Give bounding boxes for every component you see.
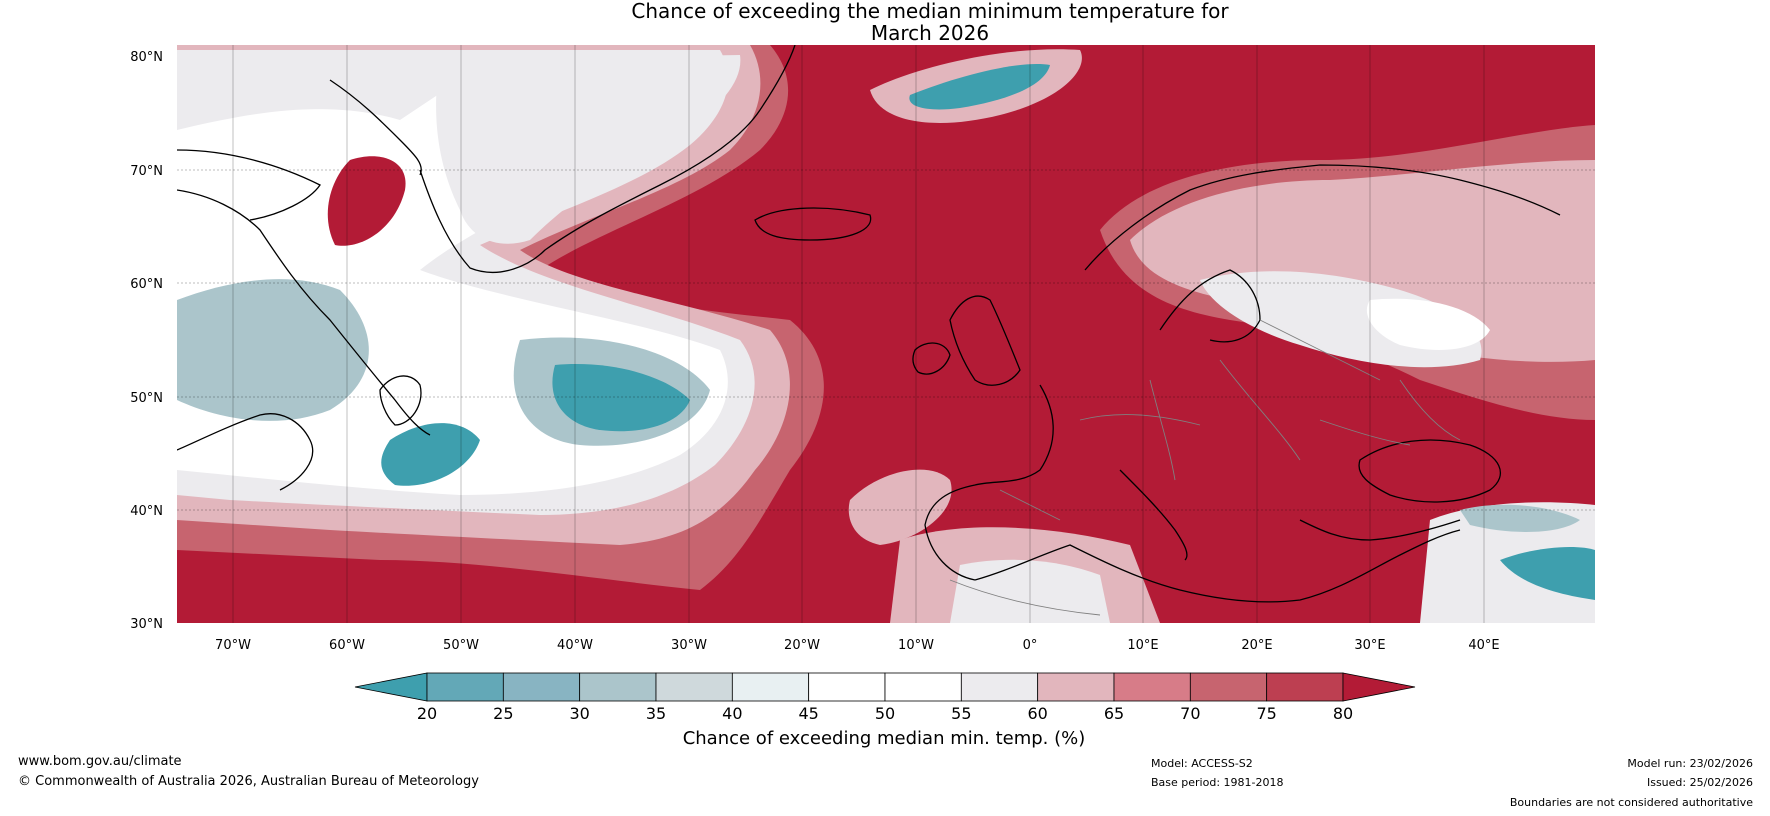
coast-greenland-west [329,79,422,176]
coast-newfoundland [379,375,422,426]
region-cold-middle-east [1500,547,1595,600]
colorbar-tick-label: 35 [646,704,666,723]
region-cool-caucasus [1460,504,1580,532]
colorbar-bin [1189,672,1268,702]
latitude-axis: 80°N 70°N 60°N 50°N 40°N 30°N [130,50,163,632]
lon-label-0: 0° [1023,638,1038,653]
coast-north-america-east [177,413,314,491]
map-panel [177,45,1595,623]
coast-british-isles [949,295,1021,386]
map-title-line-1: Chance of exceeding the median minimum t… [631,0,1229,23]
colorbar-tick-label: 65 [1104,704,1124,723]
lat-label-70n: 70°N [130,164,163,179]
lon-label-60w: 60°W [329,638,365,653]
footer-disclaimer: Boundaries are not considered authoritat… [1509,796,1753,809]
lat-label-80n: 80°N [130,50,163,65]
lat-label-40n: 40°N [130,504,163,519]
colorbar-tick-label: 30 [569,704,589,723]
footer-url: www.bom.gov.au/climate [18,754,182,769]
colorbar-label: Chance of exceeding median min. temp. (%… [682,728,1086,749]
colorbar-bin [655,672,733,702]
colorbar-tick-label: 20 [417,704,437,723]
colorbar-bin [1037,672,1115,702]
coast-greece-turkey [1299,519,1461,541]
colorbar-bin [1113,672,1191,702]
colorbar-bin [960,672,1039,702]
lon-label-50w: 50°W [443,638,479,653]
colorbar-bin [884,672,962,702]
region-mild-east [1130,160,1595,362]
lat-label-50n: 50°N [130,391,163,406]
coast-mediterranean [974,529,1461,603]
coast-italy [1119,469,1188,561]
colorbar-bin [502,672,581,702]
colorbar-tick-label: 45 [798,704,818,723]
borders [949,319,1461,616]
lon-label-40w: 40°W [557,638,593,653]
coastlines [177,45,1561,603]
region-white-russia [1366,298,1490,350]
coast-baffin [177,149,321,221]
footer-model: Model: ACCESS-S2 [1151,757,1253,770]
footer-issued: Issued: 25/02/2026 [1646,776,1753,789]
lon-label-30w: 30°W [671,638,707,653]
map-title-line-2: March 2026 [870,21,990,45]
graticule [177,45,1595,623]
region-svalbard-cold [909,64,1050,110]
lon-label-70w: 70°W [215,638,251,653]
colorbar-bin [808,672,886,702]
lat-label-30n: 30°N [130,617,163,632]
region-cool-labrador [177,279,369,421]
coast-baltic [1159,269,1261,343]
lon-label-30e: 30°E [1354,638,1385,653]
colorbar-extend-low [354,672,428,702]
coast-scandinavia [1084,164,1561,271]
lon-label-40e: 40°E [1468,638,1499,653]
lon-label-20e: 20°E [1241,638,1272,653]
longitude-axis: 70°W 60°W 50°W 40°W 30°W 20°W 10°W 0° 10… [215,638,1500,653]
coast-greenland [419,45,796,273]
colorbar-bin [579,672,657,702]
colorbar-bin [1266,672,1344,702]
lat-label-60n: 60°N [130,277,163,292]
colorbar-tick-label: 75 [1256,704,1276,723]
colorbar-tick-label: 25 [493,704,513,723]
region-hot-labrador-sea [327,156,406,246]
colorbar-tick-label: 80 [1333,704,1353,723]
coast-ireland [912,342,951,375]
colorbar-bin [731,672,810,702]
region-cold-newfoundland [381,423,480,486]
footer-model-run: Model run: 23/02/2026 [1627,757,1753,770]
region-greenland-neutral [436,55,741,244]
coast-iceland [754,207,872,241]
coast-europe-west [924,384,1054,581]
colorbar-tick-label: 70 [1180,704,1200,723]
footer-copyright: © Commonwealth of Australia 2026, Austra… [18,774,479,789]
lon-label-20w: 20°W [784,638,820,653]
colorbar-tick-label: 60 [1027,704,1047,723]
colorbar: 20 25 30 35 40 45 50 55 60 65 70 75 80 [354,672,1416,723]
colorbar-tick-label: 50 [875,704,895,723]
coast-black-sea [1358,439,1502,503]
lon-label-10w: 10°W [898,638,934,653]
coast-labrador [177,189,431,436]
lon-label-10e: 10°E [1127,638,1158,653]
colorbar-tick-label: 55 [951,704,971,723]
colorbar-tick-label: 40 [722,704,742,723]
colorbar-bin [426,672,504,702]
footer-base-period: Base period: 1981-2018 [1151,776,1284,789]
region-cold-atlantic [552,364,690,432]
colorbar-extend-high [1342,672,1416,702]
